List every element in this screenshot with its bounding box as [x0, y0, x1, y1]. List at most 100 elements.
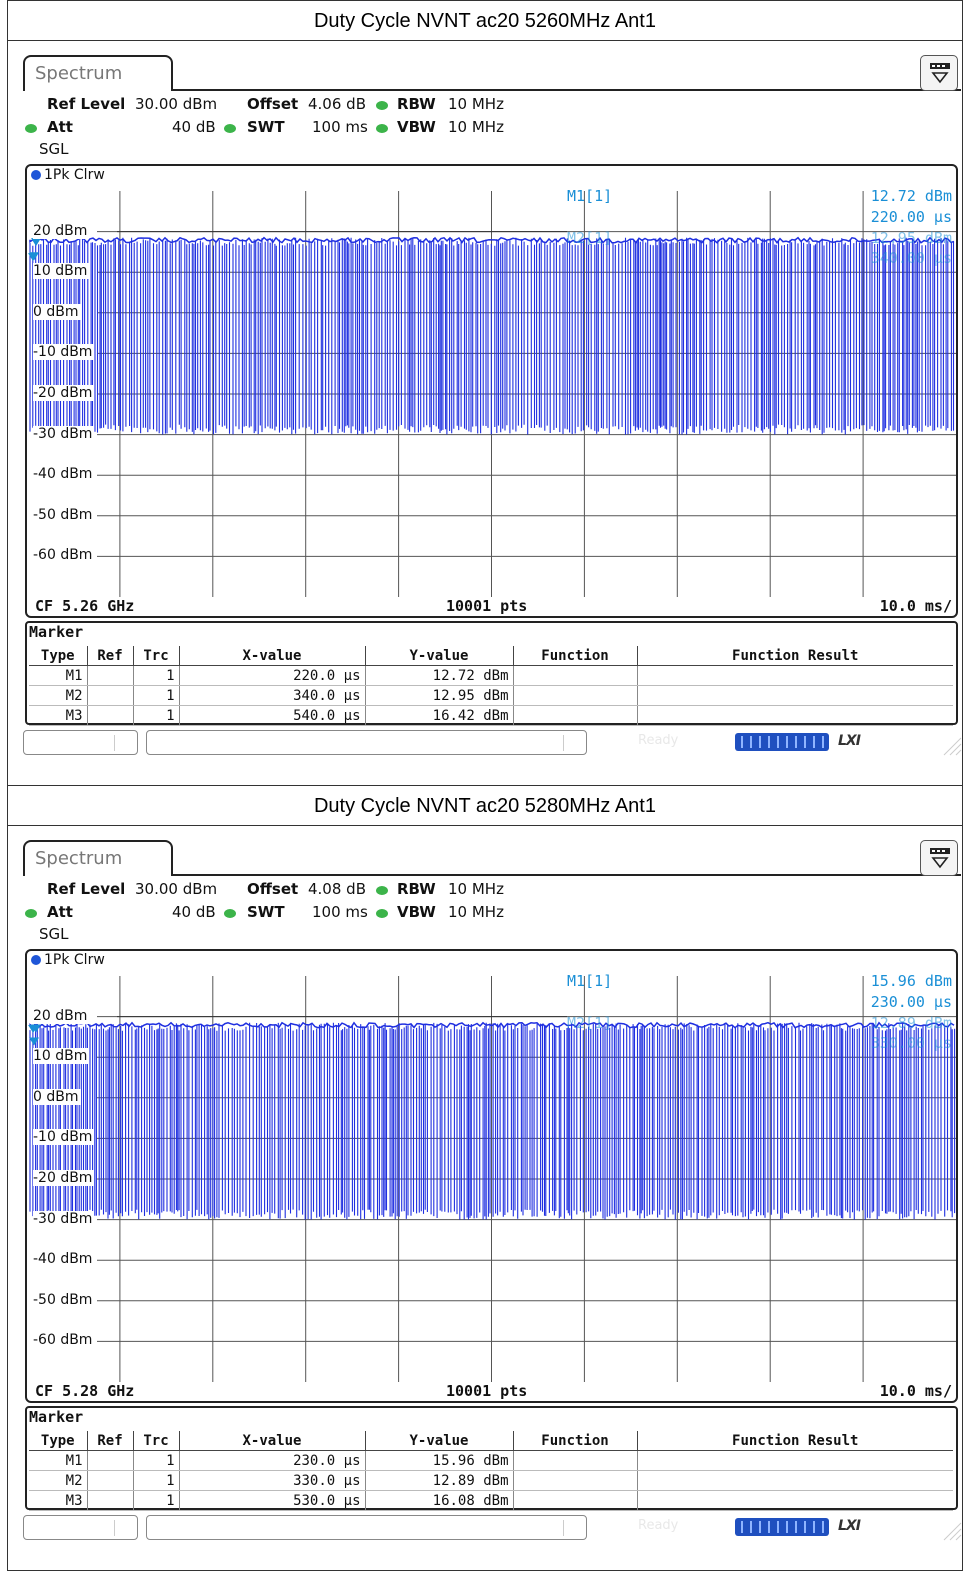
trace-envelope [29, 1021, 955, 1030]
y-tick-label: 20 dBm [33, 1007, 90, 1024]
menu-button[interactable] [920, 55, 958, 91]
marker-readout-name: M1[1] [567, 972, 613, 990]
marker-cell: 12.72 dBm [365, 665, 514, 686]
table-row[interactable]: M3 1 530.0 µs 16.08 dBm [29, 1490, 953, 1511]
progress-segment [750, 736, 752, 748]
y-tick-label: -10 dBm [33, 344, 95, 361]
trace-series-line [29, 237, 955, 435]
progress-segment [813, 736, 815, 748]
att-status-icon [25, 909, 37, 918]
marker-cell: 340.0 µs [179, 685, 366, 706]
y-tick-label: -10 dBm [33, 1129, 95, 1146]
sweep-progress-bar [735, 733, 829, 751]
att-value: 40 dB [172, 118, 216, 136]
ref-level-label: Ref Level [47, 880, 126, 898]
y-tick-label: -30 dBm [33, 425, 95, 442]
marker-table-body: M1 1 220.0 µs 12.72 dBm M2 1 340.0 µs 12.95 dBm… [29, 665, 953, 726]
y-tick-label: -40 dBm [33, 466, 95, 483]
marker-cell: 1 [133, 665, 180, 686]
marker-table-title: Marker [29, 623, 84, 641]
marker-table: Type Ref Trc X-value Y-value Function Function… [29, 1431, 953, 1511]
att-status-icon [25, 124, 37, 133]
marker-cell [87, 705, 134, 726]
marker-table-title: Marker [29, 1408, 84, 1426]
swt-status-icon [224, 124, 236, 133]
marker-cell [87, 685, 134, 706]
progress-segment [759, 736, 761, 748]
trace-series-line [29, 1022, 956, 1220]
trace-plot [28, 191, 956, 597]
tab-spectrum[interactable]: Spectrum [23, 55, 173, 91]
vbw-value: 10 MHz [448, 903, 504, 921]
marker-col-header: Function [513, 1431, 638, 1451]
status-field-left[interactable] [23, 1515, 138, 1540]
table-row[interactable]: M2 1 330.0 µs 12.89 dBm [29, 1470, 953, 1491]
rbw-value: 10 MHz [448, 880, 504, 898]
marker-cell: 15.96 dBm [365, 1450, 514, 1471]
trace-graph[interactable]: 1Pk Clrw 20 dBm 10 dBm 0 dBm -10 dBm -20 dBm… [25, 949, 958, 1403]
status-message-field[interactable] [146, 730, 587, 755]
marker-cell: 330.0 µs [179, 1470, 366, 1491]
marker-cell [513, 665, 638, 686]
marker-cell: 1 [133, 1490, 180, 1511]
marker-cell: 230.0 µs [179, 1450, 366, 1471]
menu-dropdown-icon [930, 848, 950, 869]
sweep-points: 10001 pts [446, 597, 528, 615]
marker2-readout-name: M2[1] [567, 229, 613, 247]
menu-button[interactable] [920, 840, 958, 876]
marker-table-body: M1 1 230.0 µs 15.96 dBm M2 1 330.0 µs 12.89 dBm… [29, 1450, 953, 1511]
sweep-progress-bar [735, 1518, 829, 1536]
offset-label: Offset [247, 880, 299, 898]
progress-segment [777, 1521, 779, 1533]
center-frequency: CF 5.26 GHz [35, 597, 135, 615]
marker-cell [87, 665, 134, 686]
marker-col-header: X-value [179, 1431, 366, 1451]
marker2-readout-value: 12.95 dBm [870, 229, 952, 247]
rbw-label: RBW [397, 880, 436, 898]
trace-graph[interactable]: 1Pk Clrw 20 dBm 10 dBm 0 dBm -10 dBm -20 dBm… [25, 164, 958, 618]
att-value: 40 dB [172, 903, 216, 921]
progress-segment [795, 736, 797, 748]
tab-spectrum[interactable]: Spectrum [23, 840, 173, 876]
status-message-field[interactable] [146, 1515, 587, 1540]
table-row[interactable]: M1 1 230.0 µs 15.96 dBm [29, 1450, 953, 1471]
marker-table-panel: Marker Type Ref Trc X-value Y-value Function F… [25, 1406, 958, 1511]
offset-value: 4.06 dB [308, 95, 366, 113]
marker-cell: 220.0 µs [179, 665, 366, 686]
sweep-mode: SGL [39, 140, 69, 158]
vbw-value: 10 MHz [448, 118, 504, 136]
marker-col-header: Type [29, 646, 88, 666]
lxi-logo: LXI [838, 733, 861, 749]
progress-segment [786, 736, 788, 748]
marker-cell [513, 685, 638, 706]
resize-grip-icon[interactable] [940, 734, 962, 756]
marker-col-header: Ref [87, 1431, 134, 1451]
marker-col-header: Trc [133, 1431, 180, 1451]
marker-cell [513, 705, 638, 726]
y-tick-label: -20 dBm [33, 385, 95, 401]
y-tick-label: -50 dBm [33, 506, 95, 523]
marker-col-header: Ref [87, 646, 134, 666]
marker-cell: 16.08 dBm [365, 1490, 514, 1511]
table-row[interactable]: M1 1 220.0 µs 12.72 dBm [29, 665, 953, 686]
rbw-value: 10 MHz [448, 95, 504, 113]
table-row[interactable]: M2 1 340.0 µs 12.95 dBm [29, 685, 953, 706]
menu-dropdown-icon [930, 63, 950, 84]
resize-grip-icon[interactable] [940, 1519, 962, 1541]
sweep-mode: SGL [39, 925, 69, 943]
section-title: Duty Cycle NVNT ac20 5280MHz Ant1 [8, 786, 962, 826]
y-tick-label: -60 dBm [33, 547, 95, 564]
marker-cell: 1 [133, 1450, 180, 1471]
marker-cell [87, 1450, 134, 1471]
marker-cell: M2 [29, 1470, 88, 1491]
marker-cell [637, 1490, 953, 1511]
table-row[interactable]: M3 1 540.0 µs 16.42 dBm [29, 705, 953, 726]
status-bar: Ready LXI [23, 730, 962, 756]
marker-table: Type Ref Trc X-value Y-value Function Function… [29, 646, 953, 726]
att-label: Att [47, 118, 73, 136]
sweep-points: 10001 pts [446, 1382, 528, 1400]
marker-readout-time: 220.00 µs [870, 208, 952, 226]
status-field-left[interactable] [23, 730, 138, 755]
marker-cell [637, 1450, 953, 1471]
marker-col-header: Function Result [637, 1431, 953, 1451]
